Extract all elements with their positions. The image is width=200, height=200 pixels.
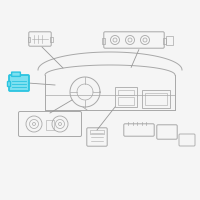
Bar bbox=[115, 87, 137, 107]
Bar bbox=[90, 130, 104, 134]
Bar bbox=[142, 90, 170, 108]
Bar bbox=[145, 93, 167, 105]
Bar bbox=[102, 38, 105, 44]
Bar bbox=[7, 81, 10, 86]
Bar bbox=[118, 97, 134, 105]
FancyBboxPatch shape bbox=[9, 75, 29, 91]
Bar bbox=[166, 36, 173, 45]
Bar bbox=[163, 38, 166, 44]
FancyBboxPatch shape bbox=[12, 72, 20, 76]
Bar bbox=[50, 37, 52, 42]
Bar bbox=[28, 37, 30, 42]
Bar bbox=[118, 90, 134, 95]
Bar bbox=[46, 120, 54, 130]
